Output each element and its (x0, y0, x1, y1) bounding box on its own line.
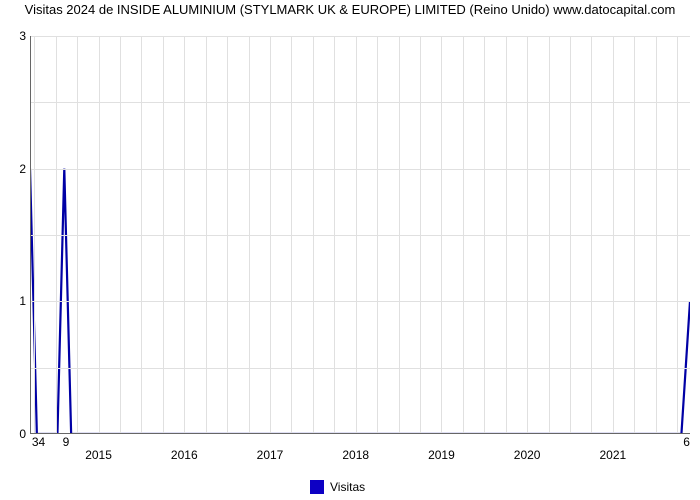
legend-label: Visitas (330, 480, 365, 494)
grid-line-v (99, 36, 100, 434)
grid-line-v (613, 36, 614, 434)
chart-title: Visitas 2024 de INSIDE ALUMINIUM (STYLMA… (0, 2, 700, 18)
grid-line-v (141, 36, 142, 434)
x-tick-label: 2019 (428, 448, 455, 462)
grid-line-v (399, 36, 400, 434)
x-tick-label: 2016 (171, 448, 198, 462)
grid-line-v (313, 36, 314, 434)
grid-line-v (484, 36, 485, 434)
grid-line-v (34, 36, 35, 434)
x-tick-label: 2020 (514, 448, 541, 462)
grid-line-v (227, 36, 228, 434)
grid-line-v (549, 36, 550, 434)
chart-container: { "chart": { "type": "line", "title": "V… (0, 0, 700, 500)
legend: Visitas (310, 480, 365, 494)
grid-line-v (677, 36, 678, 434)
grid-line-v (570, 36, 571, 434)
grid-line-v (77, 36, 78, 434)
grid-line-v (291, 36, 292, 434)
grid-line-v (441, 36, 442, 434)
grid-line-v (463, 36, 464, 434)
y-axis-line (30, 36, 31, 434)
x-tick-label: 2021 (599, 448, 626, 462)
grid-line-v (163, 36, 164, 434)
grid-line-v (56, 36, 57, 434)
below-axis-label: 6 (683, 435, 690, 449)
plot-area (30, 36, 690, 434)
grid-line-v (206, 36, 207, 434)
below-axis-label: 9 (63, 435, 70, 449)
grid-line-v (120, 36, 121, 434)
grid-line-v (634, 36, 635, 434)
grid-line-v (420, 36, 421, 434)
y-tick-label: 0 (6, 427, 26, 441)
x-tick-label: 2017 (257, 448, 284, 462)
y-tick-label: 1 (6, 294, 26, 308)
x-axis-line (30, 433, 690, 434)
grid-line-v (591, 36, 592, 434)
grid-line-v (656, 36, 657, 434)
grid-line-v (249, 36, 250, 434)
grid-line-v (184, 36, 185, 434)
legend-swatch (310, 480, 324, 494)
grid-line-v (527, 36, 528, 434)
y-tick-label: 3 (6, 29, 26, 43)
below-axis-label: 34 (32, 435, 45, 449)
grid-line-v (356, 36, 357, 434)
grid-line-v (270, 36, 271, 434)
grid-line-v (506, 36, 507, 434)
grid-line-v (334, 36, 335, 434)
grid-line-v (377, 36, 378, 434)
x-tick-label: 2015 (85, 448, 112, 462)
x-tick-label: 2018 (342, 448, 369, 462)
y-tick-label: 2 (6, 162, 26, 176)
